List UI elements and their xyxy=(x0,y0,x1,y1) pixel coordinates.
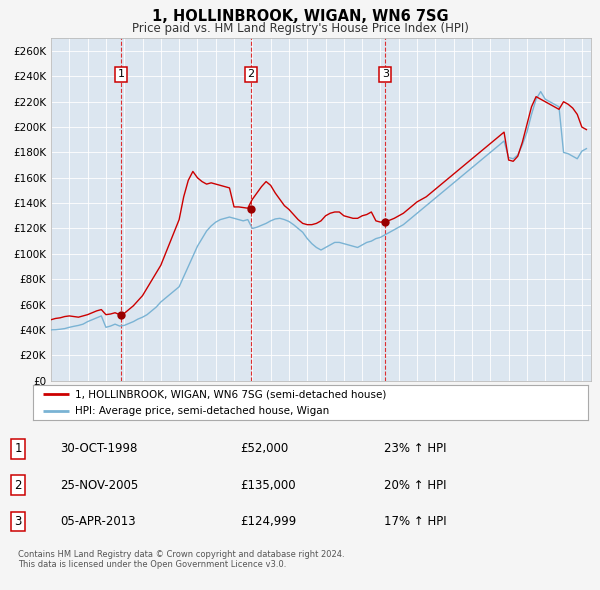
Text: 20% ↑ HPI: 20% ↑ HPI xyxy=(384,478,446,492)
Text: 25-NOV-2005: 25-NOV-2005 xyxy=(60,478,138,492)
Text: 2: 2 xyxy=(14,478,22,492)
Text: 3: 3 xyxy=(14,515,22,528)
Text: 1: 1 xyxy=(14,442,22,455)
Text: 05-APR-2013: 05-APR-2013 xyxy=(60,515,136,528)
Text: 17% ↑ HPI: 17% ↑ HPI xyxy=(384,515,446,528)
Text: 23% ↑ HPI: 23% ↑ HPI xyxy=(384,442,446,455)
Text: 1, HOLLINBROOK, WIGAN, WN6 7SG: 1, HOLLINBROOK, WIGAN, WN6 7SG xyxy=(152,9,448,24)
Text: £52,000: £52,000 xyxy=(240,442,288,455)
Text: 2: 2 xyxy=(247,69,254,79)
Text: HPI: Average price, semi-detached house, Wigan: HPI: Average price, semi-detached house,… xyxy=(74,405,329,415)
Text: 1: 1 xyxy=(118,69,125,79)
Text: £124,999: £124,999 xyxy=(240,515,296,528)
Text: 1, HOLLINBROOK, WIGAN, WN6 7SG (semi-detached house): 1, HOLLINBROOK, WIGAN, WN6 7SG (semi-det… xyxy=(74,389,386,399)
Text: Price paid vs. HM Land Registry's House Price Index (HPI): Price paid vs. HM Land Registry's House … xyxy=(131,22,469,35)
Text: 3: 3 xyxy=(382,69,389,79)
Text: £135,000: £135,000 xyxy=(240,478,296,492)
Text: 30-OCT-1998: 30-OCT-1998 xyxy=(60,442,137,455)
Text: Contains HM Land Registry data © Crown copyright and database right 2024.
This d: Contains HM Land Registry data © Crown c… xyxy=(18,550,344,569)
